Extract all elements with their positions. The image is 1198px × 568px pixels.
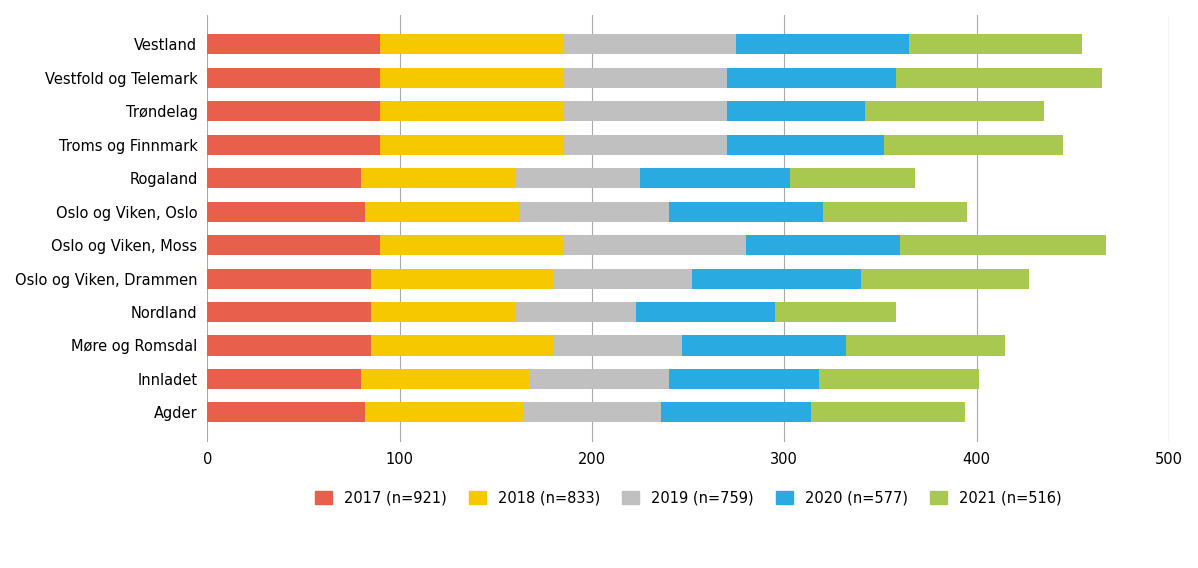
- Bar: [668, 369, 819, 389]
- Bar: [563, 101, 726, 122]
- Bar: [207, 336, 370, 356]
- Bar: [896, 68, 1102, 88]
- Bar: [207, 269, 370, 289]
- Bar: [683, 336, 846, 356]
- Bar: [636, 302, 775, 322]
- Bar: [515, 168, 640, 188]
- Bar: [207, 202, 365, 222]
- Bar: [361, 369, 531, 389]
- Bar: [668, 202, 823, 222]
- Bar: [789, 168, 915, 188]
- Bar: [515, 302, 636, 322]
- Bar: [207, 35, 380, 55]
- Bar: [726, 101, 865, 122]
- Bar: [823, 202, 967, 222]
- Bar: [380, 135, 563, 155]
- Bar: [775, 302, 896, 322]
- Bar: [726, 68, 896, 88]
- Bar: [380, 235, 563, 255]
- Bar: [207, 101, 380, 122]
- Bar: [726, 135, 884, 155]
- Bar: [909, 35, 1083, 55]
- Bar: [819, 369, 979, 389]
- Bar: [365, 202, 519, 222]
- Bar: [519, 202, 668, 222]
- Bar: [553, 336, 683, 356]
- Bar: [811, 402, 966, 423]
- Bar: [563, 35, 737, 55]
- Bar: [563, 135, 726, 155]
- Bar: [365, 402, 522, 423]
- Bar: [746, 235, 900, 255]
- Bar: [900, 235, 1106, 255]
- Bar: [370, 269, 553, 289]
- Bar: [207, 68, 380, 88]
- Bar: [553, 269, 692, 289]
- Bar: [861, 269, 1029, 289]
- Bar: [207, 302, 370, 322]
- Bar: [380, 35, 563, 55]
- Bar: [522, 402, 661, 423]
- Bar: [846, 336, 1005, 356]
- Bar: [207, 168, 361, 188]
- Bar: [370, 302, 515, 322]
- Bar: [380, 68, 563, 88]
- Legend: 2017 (n=921), 2018 (n=833), 2019 (n=759), 2020 (n=577), 2021 (n=516): 2017 (n=921), 2018 (n=833), 2019 (n=759)…: [309, 485, 1067, 511]
- Bar: [640, 168, 789, 188]
- Bar: [563, 235, 746, 255]
- Bar: [531, 369, 668, 389]
- Bar: [207, 135, 380, 155]
- Bar: [884, 135, 1063, 155]
- Bar: [737, 35, 909, 55]
- Bar: [370, 336, 553, 356]
- Bar: [563, 68, 726, 88]
- Bar: [207, 369, 361, 389]
- Bar: [865, 101, 1043, 122]
- Bar: [380, 101, 563, 122]
- Bar: [207, 235, 380, 255]
- Bar: [692, 269, 861, 289]
- Bar: [661, 402, 811, 423]
- Bar: [207, 402, 365, 423]
- Bar: [361, 168, 515, 188]
